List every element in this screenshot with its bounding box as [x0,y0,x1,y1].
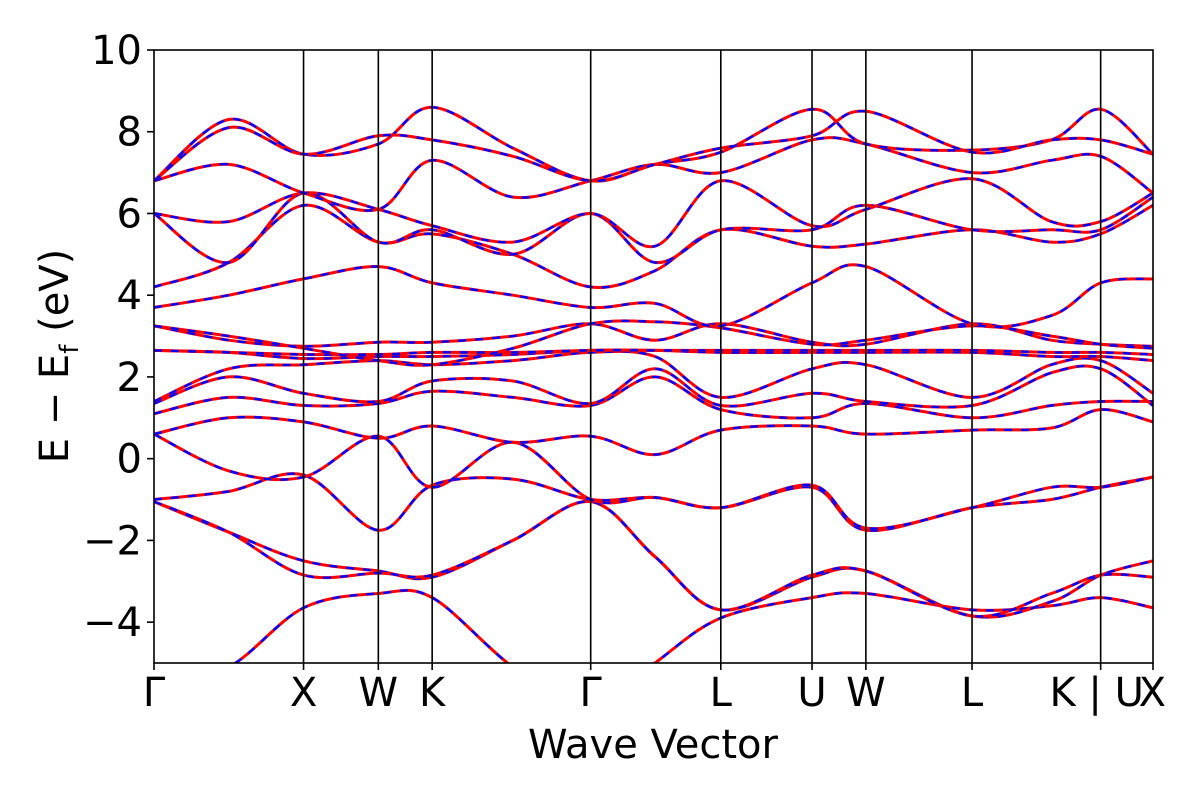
y-tick-label-2: 0 [117,437,142,483]
plot-frame [153,49,1154,664]
y-tick-label-3: 2 [117,355,142,401]
x-tick-label-7: W [846,670,886,716]
band-overlay-8 [154,350,1153,403]
band-overlay-9 [154,348,1153,362]
x-axis-label: Wave Vector [528,722,779,768]
band-overlay-3 [154,472,1153,532]
band-overlay-16 [154,177,1153,248]
x-tick-label-8: L [961,670,984,716]
band-overlay-13 [154,263,1153,329]
x-tick-label-2: W [359,670,399,716]
x-tick-label-10: X [1139,670,1166,716]
y-tick-label-5: 6 [117,191,142,237]
band-overlay-1 [154,500,1153,619]
x-tick-label-1: X [290,670,317,716]
band-19 [154,109,1153,183]
y-axis-label: E − Ef (eV) [32,249,85,464]
y-axis-label-tail: (eV) [32,249,78,345]
x-tick-label-4: Γ [580,670,603,716]
y-tick-label-1: −2 [83,518,142,564]
band-overlay-5 [154,408,1153,456]
band-overlay-14 [154,204,1153,289]
band-overlay-11 [154,322,1153,348]
y-tick-label-4: 4 [117,273,142,319]
band-overlay-7 [154,364,1153,409]
x-tick-label-9: K | U [1049,670,1143,716]
x-tick-label-5: L [710,670,733,716]
y-axis-label-main: E − E [32,354,78,464]
band-overlay-4 [154,433,1153,530]
band-overlay-2 [154,500,1153,618]
y-tick-label-0: −4 [83,600,142,646]
y-tick-label-6: 8 [117,110,142,156]
x-tick-label-0: Γ [143,670,166,716]
high-symmetry-lines [302,50,1102,663]
band-overlay-6 [154,375,1153,420]
y-axis-label-sub: f [55,344,85,354]
x-tick-label-3: K [419,670,447,716]
band-overlay-12 [154,319,1153,367]
y-tick-label-7: 10 [91,28,142,74]
y-axis-ticks: −4 −2 0 2 4 6 8 10 [83,28,154,646]
x-tick-label-6: U [797,670,826,716]
band-overlay-10 [154,349,1153,356]
band-lines [154,105,1153,663]
